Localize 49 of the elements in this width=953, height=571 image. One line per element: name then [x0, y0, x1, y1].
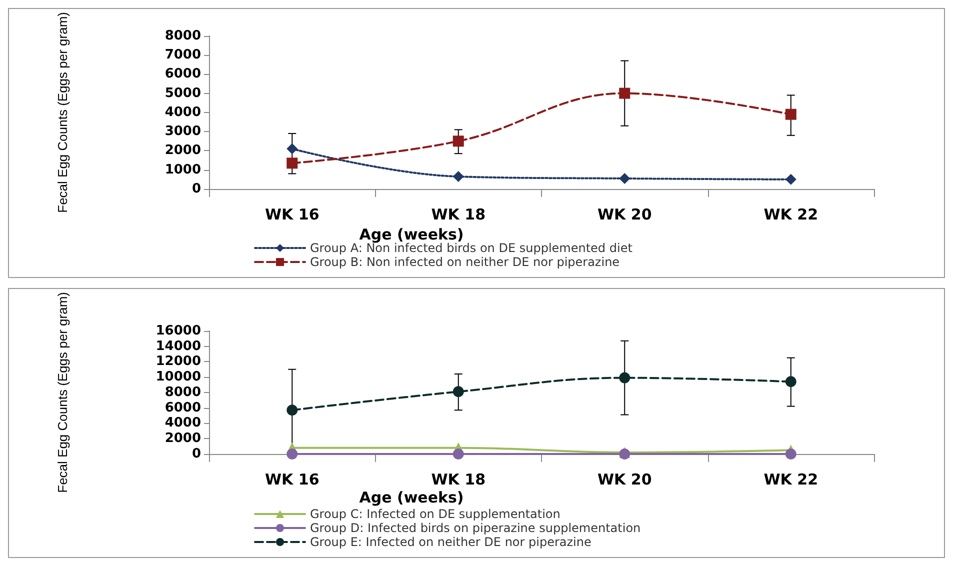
y-tick-label: 2000	[164, 143, 201, 158]
y-tick-label: 8000	[164, 28, 201, 44]
legend-label: Group E: Infected on neither DE nor piperazine	[310, 535, 592, 549]
point	[452, 448, 464, 460]
point	[452, 171, 464, 182]
point	[286, 448, 298, 460]
y-axis-title: Fecal Egg Counts (Eggs per gram)	[55, 292, 70, 493]
legend-label: Group D: Infected birds on piperazine supplementation	[310, 521, 641, 535]
x-tick-label: WK 20	[597, 206, 652, 224]
point	[619, 372, 630, 384]
y-axis-title: Fecal Egg Counts (Eggs per gram)	[55, 12, 70, 213]
point	[452, 136, 464, 147]
x-tick-label: WK 18	[431, 206, 486, 224]
x-tick-label: WK 16	[264, 470, 320, 488]
y-tick-label: 4000	[164, 416, 201, 431]
x-tick-label: WK 16	[264, 206, 320, 224]
legend-label: Group B: Non infected on neither DE nor piperazine	[310, 255, 620, 269]
y-tick-label: 14000	[156, 338, 201, 354]
y-tick-label: 12000	[156, 354, 201, 370]
x-tick-label: WK 20	[597, 470, 652, 488]
x-tick-label: WK 22	[764, 470, 818, 488]
x-tick-label: WK 18	[431, 470, 486, 488]
point	[785, 448, 796, 460]
y-tick-label: 1000	[164, 162, 201, 178]
x-tick-label: WK 22	[764, 206, 818, 224]
point	[619, 172, 630, 184]
point	[619, 88, 630, 99]
y-tick-label: 0	[192, 182, 201, 196]
point	[785, 108, 796, 120]
point	[286, 404, 298, 416]
y-tick-label: 3000	[164, 124, 201, 140]
y-tick-label: 6000	[164, 66, 201, 82]
y-tick-label: 0	[192, 446, 201, 462]
y-tick-label: 6000	[164, 400, 201, 416]
point	[286, 158, 298, 169]
point	[785, 376, 796, 388]
y-tick-label: 10000	[156, 370, 201, 385]
y-tick-label: 4000	[164, 104, 201, 120]
point	[785, 174, 796, 185]
y-tick-label: 7000	[164, 48, 201, 63]
y-tick-label: 8000	[164, 384, 201, 400]
y-tick-label: 2000	[164, 431, 201, 446]
point	[452, 386, 464, 398]
x-axis-title: Age (weeks)	[359, 488, 464, 506]
y-tick-label: 5000	[164, 86, 201, 101]
x-axis-title: Age (weeks)	[359, 225, 464, 244]
point	[286, 143, 298, 154]
y-tick-label: 16000	[156, 323, 201, 338]
legend-label: Group C: Infected on DE supplementation	[310, 507, 560, 521]
